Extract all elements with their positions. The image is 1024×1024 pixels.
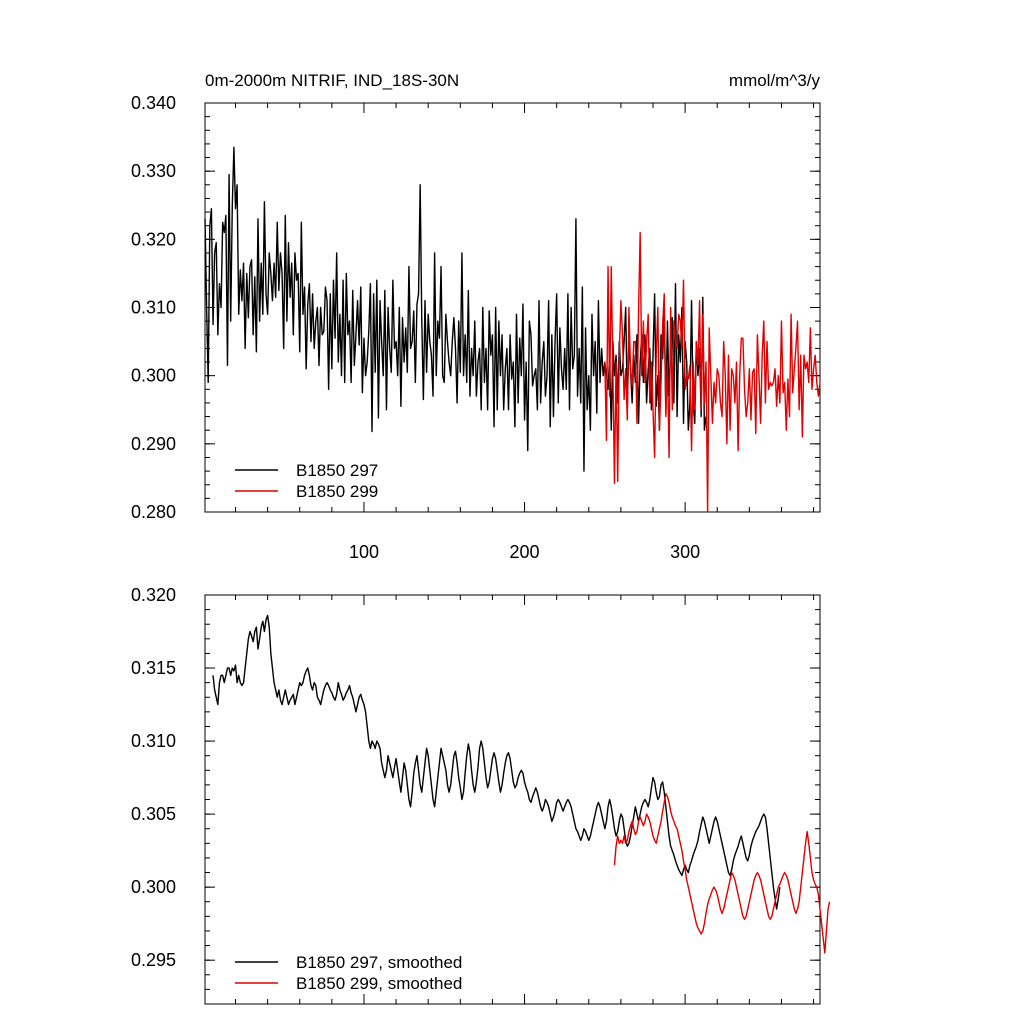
- top-panel-title: 0m-2000m NITRIF, IND_18S-30N: [205, 71, 459, 90]
- y-tick-label: 0.290: [131, 434, 176, 454]
- legend-label: B1850 297: [296, 461, 378, 480]
- top-panel: 0m-2000m NITRIF, IND_18S-30N mmol/m^3/y …: [131, 71, 821, 562]
- plot-frame: [204, 594, 821, 1005]
- y-tick-label: 0.300: [131, 877, 176, 897]
- x-tick-label: 100: [349, 542, 379, 562]
- x-tick-label: 200: [510, 542, 540, 562]
- legend-label: B1850 299, smoothed: [296, 974, 462, 993]
- plot-frame: [204, 102, 821, 513]
- y-tick-label: 0.320: [131, 585, 176, 605]
- y-tick-label: 0.310: [131, 731, 176, 751]
- series-line-1: [204, 146, 707, 472]
- y-tick-label: 0.300: [131, 366, 176, 386]
- y-tick-label: 0.310: [131, 298, 176, 318]
- series-line-2: [604, 231, 821, 513]
- series-line-2: [613, 792, 831, 954]
- y-tick-label: 0.315: [131, 658, 176, 678]
- y-tick-label: 0.320: [131, 229, 176, 249]
- y-tick-label: 0.280: [131, 502, 176, 522]
- y-tick-label: 0.330: [131, 161, 176, 181]
- y-tick-label: 0.340: [131, 93, 176, 113]
- legend-label: B1850 297, smoothed: [296, 953, 462, 972]
- series-line-1: [212, 614, 781, 910]
- legend-label: B1850 299: [296, 482, 378, 501]
- bottom-panel: 0.295 0.300 0.305 0.310 0.315 0.320 B1850 297,…: [131, 585, 831, 1005]
- y-tick-label: 0.305: [131, 804, 176, 824]
- y-tick-label: 0.295: [131, 950, 176, 970]
- x-tick-label: 300: [670, 542, 700, 562]
- top-panel-units: mmol/m^3/y: [729, 71, 821, 90]
